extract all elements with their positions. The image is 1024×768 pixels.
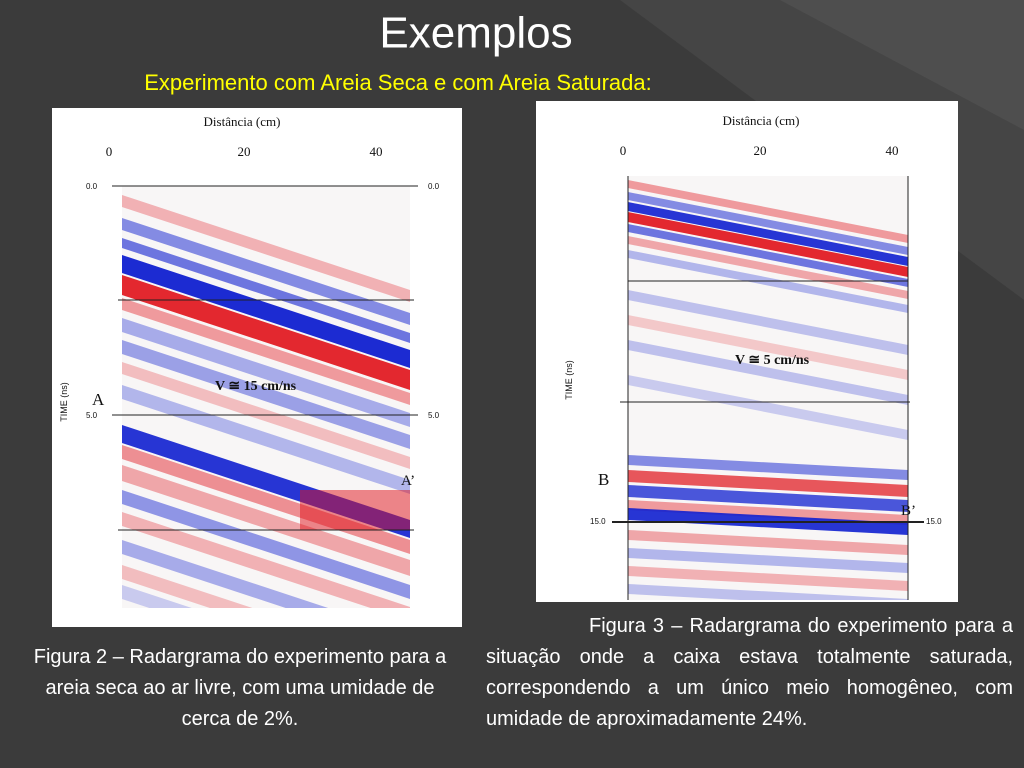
bg-shape xyxy=(780,0,1024,130)
band xyxy=(122,275,410,390)
band xyxy=(122,238,410,343)
reflection-bands xyxy=(628,180,908,600)
figure-1-labels: Distância (cm) 0 20 40 TIME (ns) 0.0 5.0… xyxy=(59,114,440,489)
marker: B xyxy=(598,470,609,489)
band xyxy=(628,584,908,600)
y-tick-label: 5.0 xyxy=(428,411,440,420)
y-tick-label: 0.0 xyxy=(86,182,98,191)
y-axis-label: TIME (ns) xyxy=(59,382,69,422)
band xyxy=(122,490,410,599)
band xyxy=(628,485,908,512)
band xyxy=(122,565,253,608)
x-tick-label: 40 xyxy=(886,143,899,158)
x-tick-label: 40 xyxy=(370,144,383,159)
slide-subtitle: Experimento com Areia Seca e com Areia S… xyxy=(144,70,651,95)
band xyxy=(300,490,410,530)
marker: B’ xyxy=(901,503,916,519)
band xyxy=(122,195,410,302)
y-tick-label: 15.0 xyxy=(590,517,606,526)
band xyxy=(122,540,329,608)
band xyxy=(628,340,908,405)
band xyxy=(122,218,410,325)
band xyxy=(122,465,410,576)
caption: Figura 2 – Radargrama do experimento par… xyxy=(33,646,447,730)
band xyxy=(628,375,908,440)
band xyxy=(628,455,908,480)
band xyxy=(628,290,908,355)
figure-2-labels: Distância (cm) 0 20 40 TIME (ns) 15.0 15… xyxy=(564,113,942,526)
x-axis-label: Distância (cm) xyxy=(204,114,281,129)
x-tick-label: 0 xyxy=(620,143,627,158)
band xyxy=(628,530,908,555)
y-tick-label: 0.0 xyxy=(428,182,440,191)
velocity-label: V ≅ 15 cm/ns xyxy=(215,379,297,394)
x-tick-label: 20 xyxy=(754,143,767,158)
band xyxy=(122,298,410,405)
band xyxy=(628,548,908,573)
band xyxy=(122,385,410,494)
band xyxy=(628,566,908,591)
band xyxy=(628,212,908,277)
x-tick-label: 0 xyxy=(106,144,113,159)
band xyxy=(122,340,410,449)
band xyxy=(628,180,908,243)
velocity-label: V ≅ 5 cm/ns xyxy=(735,353,810,368)
y-tick-label: 5.0 xyxy=(86,411,98,420)
x-tick-label: 20 xyxy=(238,144,251,159)
y-tick-label: 15.0 xyxy=(926,517,942,526)
band xyxy=(628,224,908,287)
caption: Figura 3 – Radargrama do experimento par… xyxy=(486,615,1013,730)
band xyxy=(628,315,908,380)
time-lines xyxy=(112,176,924,600)
slide-title: Exemplos xyxy=(379,9,572,58)
band xyxy=(122,585,192,608)
band xyxy=(628,236,908,299)
band xyxy=(122,255,410,368)
band xyxy=(122,318,410,427)
band xyxy=(628,192,908,255)
marker: A’ xyxy=(401,473,415,489)
marker: A xyxy=(92,390,105,409)
band xyxy=(628,202,908,266)
band xyxy=(122,512,410,608)
band xyxy=(628,470,908,497)
band xyxy=(628,500,908,525)
x-axis-label: Distância (cm) xyxy=(723,113,800,128)
y-axis-label: TIME (ns) xyxy=(564,360,574,400)
